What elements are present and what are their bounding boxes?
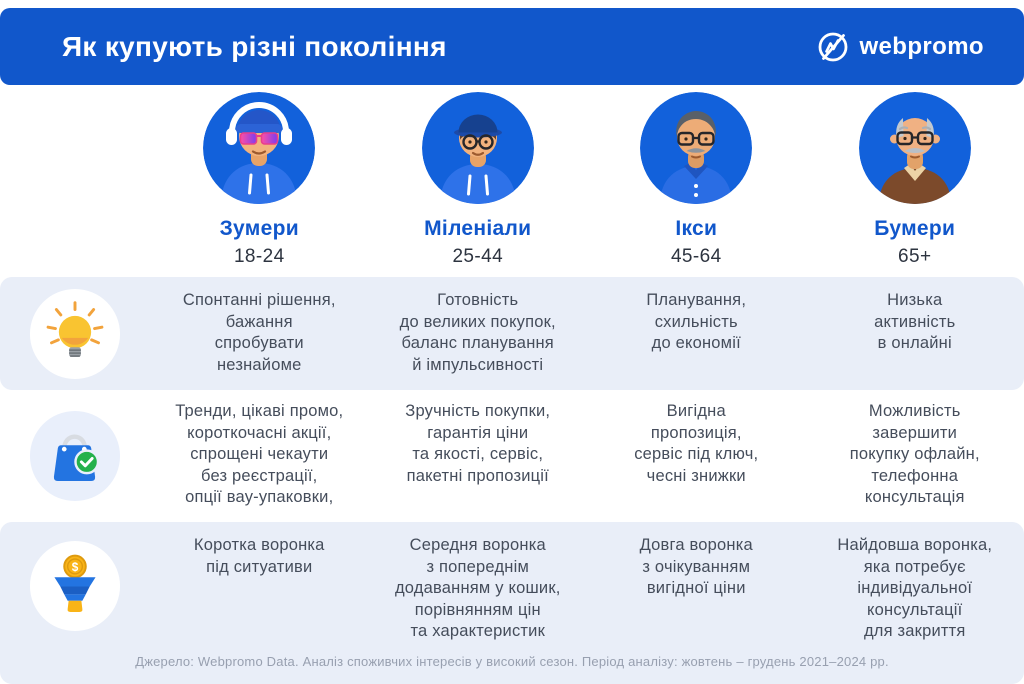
spacer-cell [0,92,150,277]
row-icon-cell [0,277,150,390]
generation-name: Міленіали [424,217,532,240]
page-title: Як купують різні покоління [62,30,447,62]
generation-age: 25-44 [452,246,504,267]
row-sales-funnel: $ Коротка воронка під ситуативи Середня … [0,522,1024,684]
motivators-genx: Вигідна пропозиція, сервіс під ключ, чес… [634,402,759,485]
behaviour-boomers: Низька активність в онлайні [874,291,956,352]
generation-age: 18-24 [233,246,285,267]
generation-zoomers: Зумери 18-24 [150,92,369,277]
webpromo-logo-icon [819,32,848,61]
row-purchase-behaviour: Спонтанні рішення, бажання спробувати не… [0,277,1024,390]
generation-age: 45-64 [670,246,722,267]
behaviour-millennials: Готовність до великих покупок, баланс пл… [399,291,556,374]
funnel-boomers: Найдовша воронка, яка потребує індивідуа… [837,536,993,640]
source-note: Джерело: Webpromo Data. Аналіз споживчих… [135,654,889,669]
webpromo-logo-text: webpromo [859,32,984,60]
generation-millennials: Міленіали 25-44 [369,92,588,277]
generation-age: 65+ [898,246,932,267]
motivators-millennials: Зручність покупки, гарантія ціни та якос… [405,402,551,485]
row-purchase-motivators: Тренди, цікаві промо, короткочасні акції… [0,390,1024,522]
webpromo-logo: webpromo [816,30,984,64]
funnel-grid: $ Коротка воронка під ситуативи Середня … [0,522,1024,650]
generations-strip: Зумери 18-24 [0,85,1024,277]
generation-name: Бумери [874,217,956,240]
funnel-genx: Довга воронка з очікуванням вигідної цін… [639,536,753,597]
generation-boomers: Бумери 65+ [806,92,1024,277]
boomer-avatar [858,92,971,204]
shopping-bag-icon [29,410,121,502]
sales-funnel-icon: $ [29,540,121,632]
zoomer-avatar [203,92,316,204]
row-icon-cell: $ [0,522,150,650]
motivators-zoomers: Тренди, цікаві промо, короткочасні акції… [175,402,344,506]
genx-avatar [640,92,753,204]
header-bar: Як купують різні покоління webpromo [0,8,1024,85]
funnel-millennials: Середня воронка з попереднім додаванням … [394,536,561,640]
generation-name: Зумери [219,217,299,240]
lightbulb-icon [29,288,121,379]
dollar-glyph: $ [72,561,79,574]
behaviour-genx: Планування, схильність до економії [646,291,747,352]
millennial-avatar [421,92,534,204]
funnel-zoomers: Коротка воронка під ситуативи [193,536,325,576]
generation-name: Ікси [675,217,718,240]
behaviour-zoomers: Спонтанні рішення, бажання спробувати не… [182,291,336,374]
motivators-boomers: Можливість завершити покупку офлайн, тел… [849,402,980,506]
row-icon-cell [0,390,150,522]
generation-genx: Ікси 45-64 [587,92,806,277]
